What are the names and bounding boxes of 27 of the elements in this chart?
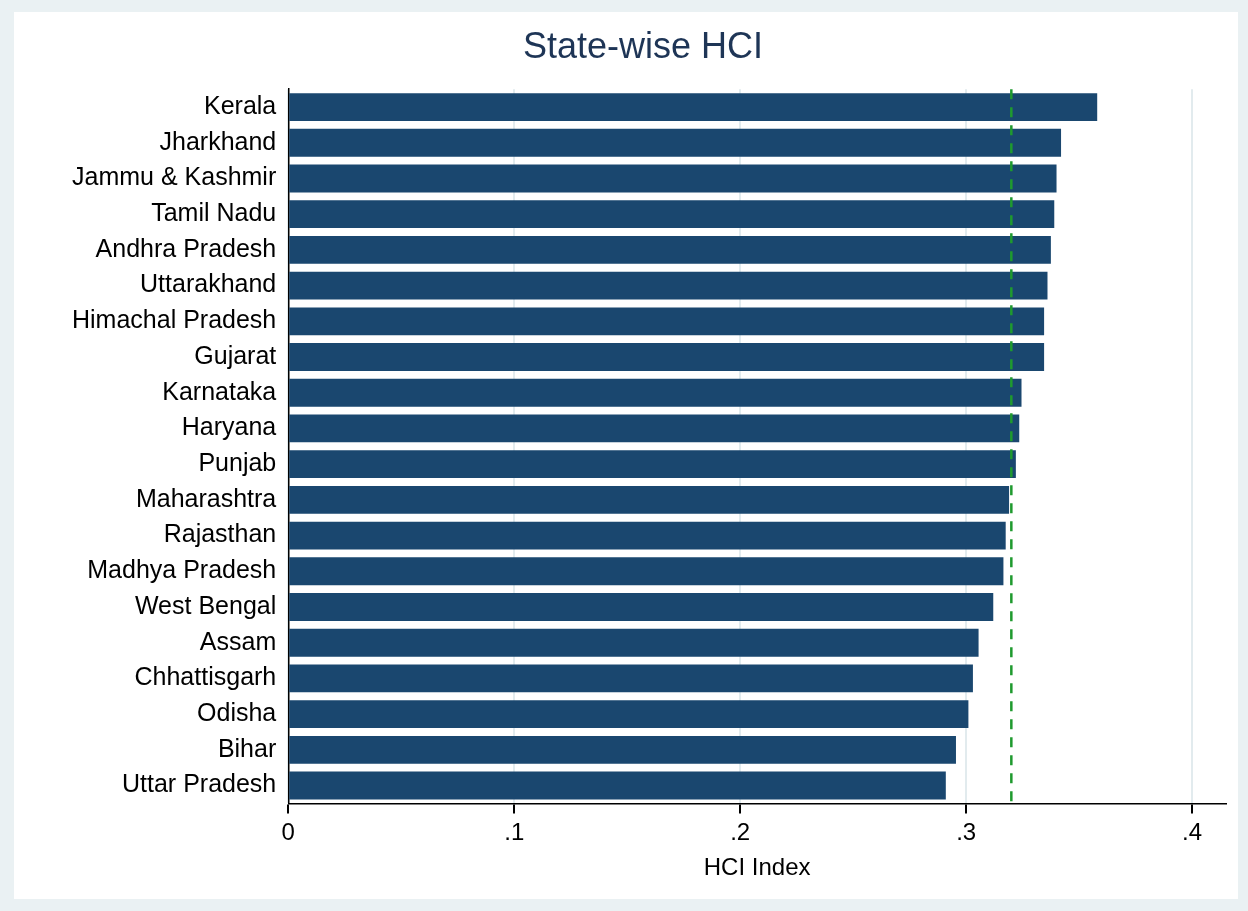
y-tick-label: Andhra Pradesh [95, 233, 277, 262]
y-tick-label: Assam [199, 626, 277, 655]
y-tick-label: Karnataka [162, 376, 277, 405]
chart-title: State-wise HCI [522, 24, 764, 66]
y-tick-label: Uttarakhand [140, 269, 277, 298]
y-tick-label: Madhya Pradesh [87, 555, 277, 584]
y-tick-label: Gujarat [194, 340, 277, 369]
y-tick-label: Jharkhand [159, 126, 277, 155]
y-tick-label: Chhattisgarh [134, 662, 277, 691]
x-tick-label: .4 [1182, 818, 1203, 846]
y-tick-label: Tamil Nadu [151, 198, 277, 227]
x-tick-label: .2 [730, 818, 751, 846]
y-tick-label: Punjab [198, 448, 277, 477]
x-tick-label: .3 [956, 818, 977, 846]
y-tick-label: Kerala [203, 90, 277, 119]
y-tick-label: Bihar [217, 733, 277, 762]
y-tick-label: Jammu & Kashmir [72, 162, 277, 191]
y-tick-label: Himachal Pradesh [71, 305, 277, 334]
y-tick-label: Rajasthan [163, 519, 277, 548]
x-tick-label: .1 [504, 818, 525, 846]
y-tick-label: Maharashtra [135, 483, 277, 512]
y-tick-label: Haryana [181, 412, 277, 441]
x-axis-title: HCI Index [703, 853, 811, 881]
y-tick-label: West Bengal [134, 590, 277, 619]
x-tick-label: 0 [281, 818, 295, 846]
y-tick-label: Uttar Pradesh [122, 769, 277, 798]
y-tick-label: Odisha [197, 698, 277, 727]
